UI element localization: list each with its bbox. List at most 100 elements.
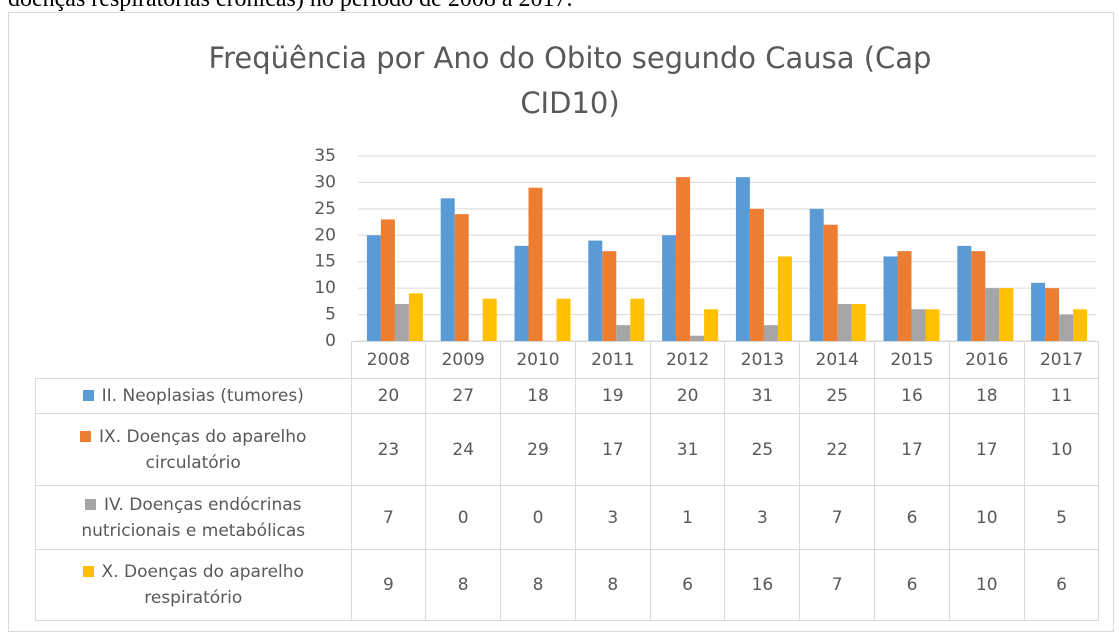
- table-value: 10: [948, 485, 1025, 550]
- bar: [999, 288, 1014, 341]
- table-value: 1: [649, 485, 726, 550]
- bar: [971, 251, 986, 341]
- table-value: 3: [724, 485, 801, 550]
- table-value: 7: [799, 485, 876, 550]
- bar: [380, 219, 395, 341]
- legend-key: [84, 498, 96, 510]
- bar: [528, 187, 543, 341]
- table-value: 9: [350, 549, 427, 621]
- x-tick-label: 2012: [649, 341, 726, 379]
- bar: [408, 293, 423, 341]
- x-tick-label: 2014: [799, 341, 876, 379]
- table-value: 19: [574, 378, 651, 414]
- chart-title: Freqüência por Ano do Obito segundo Caus…: [208, 41, 932, 120]
- table-value: 0: [500, 485, 576, 550]
- bar: [925, 309, 940, 341]
- table-value: 16: [724, 549, 801, 621]
- y-tick-label: 0: [325, 331, 336, 351]
- legend-label: II. Neoplasias (tumores): [101, 386, 304, 406]
- y-tick-label: 25: [314, 199, 336, 219]
- legend-entry: IX. Doenças do aparelho circulatório: [35, 413, 352, 486]
- bar: [704, 309, 719, 341]
- header-row: 2008 2009 2010 2011 2012 2013 2014 2015 2016 2017: [35, 341, 1100, 379]
- x-tick-label: 2009: [425, 341, 502, 379]
- table-value: 7: [350, 485, 427, 550]
- bar: [957, 245, 972, 341]
- legend-label: X. Doenças do aparelho respiratório: [101, 562, 304, 608]
- bar: [588, 240, 603, 341]
- legend-entry: II. Neoplasias (tumores): [35, 378, 352, 414]
- y-tick-label: 30: [314, 172, 336, 192]
- table-value: 10: [1023, 413, 1100, 486]
- legend-entry: X. Doenças do aparelho respiratório: [35, 549, 352, 621]
- bar: [837, 304, 852, 341]
- bar: [366, 235, 381, 341]
- y-tick-label: 20: [314, 225, 336, 245]
- table-value: 5: [1023, 485, 1100, 550]
- legend-key: [82, 390, 94, 401]
- table-value: 27: [425, 378, 502, 414]
- table-value: 29: [500, 413, 576, 486]
- table-value: 6: [874, 549, 950, 621]
- table-value: 6: [1023, 549, 1100, 621]
- bar: [1059, 314, 1074, 341]
- data-row: IV. Doenças endócrinas nutricionais e me…: [35, 485, 1100, 550]
- table-value: 25: [799, 378, 876, 414]
- table-value: 31: [649, 413, 726, 486]
- x-tick-label: 2011: [574, 341, 651, 379]
- bar: [690, 335, 705, 341]
- table-value: 8: [574, 549, 651, 621]
- y-tick-label: 5: [325, 305, 336, 325]
- table-value: 20: [649, 378, 726, 414]
- table-value: 6: [649, 549, 726, 621]
- x-tick-label: 2017: [1023, 341, 1100, 379]
- table-value: 18: [500, 378, 576, 414]
- table-value: 8: [425, 549, 502, 621]
- bar: [454, 214, 469, 341]
- bar: [616, 325, 631, 341]
- bar: [777, 256, 792, 341]
- legend-key: [80, 430, 92, 442]
- bar: [482, 298, 497, 341]
- table-value: 18: [948, 378, 1025, 414]
- caption: doenças respiratórias crônicas) no perío…: [8, 0, 572, 13]
- table-value: 25: [724, 413, 801, 486]
- legend-key: [82, 566, 94, 577]
- table-value: 0: [425, 485, 502, 550]
- x-tick-label: 2016: [948, 341, 1025, 379]
- data-row: IX. Doenças do aparelho circulatório 23 24…: [35, 413, 1100, 486]
- bar: [809, 208, 824, 341]
- bar: [556, 298, 571, 341]
- x-tick-label: 2010: [500, 341, 576, 379]
- bar: [985, 288, 1000, 341]
- bar: [763, 325, 778, 341]
- x-tick-label: 2008: [350, 341, 427, 379]
- bar: [1073, 309, 1088, 341]
- bar: [394, 304, 409, 341]
- bar: [440, 198, 455, 341]
- legend-entry: IV. Doenças endócrinas nutricionais e me…: [35, 485, 352, 550]
- bar: [514, 245, 529, 341]
- bar: [662, 235, 677, 341]
- table-value: 17: [574, 413, 651, 486]
- bar: [602, 251, 617, 341]
- bar: [735, 177, 750, 341]
- legend-label: IV. Doenças endócrinas nutricionais e me…: [81, 494, 306, 541]
- bar: [911, 309, 926, 341]
- data-row: X. Doenças do aparelho respiratório 9 8 8 8 6…: [35, 549, 1100, 621]
- data-row: II. Neoplasias (tumores) 20 27 18 19 20 31 25 16…: [35, 378, 1100, 414]
- table-value: 31: [724, 378, 801, 414]
- legend-label: IX. Doenças do aparelho circulatório: [99, 426, 307, 473]
- table-value: 8: [500, 549, 576, 621]
- bar: [630, 298, 645, 341]
- data-table: 2008 2009 2010 2011 2012 2013 2014 2015 2016 2017…: [35, 341, 1100, 621]
- bar: [897, 251, 912, 341]
- table-value: 6: [874, 485, 950, 550]
- bar: [1045, 288, 1060, 341]
- x-tick-label: 2013: [724, 341, 801, 379]
- table-value: 17: [948, 413, 1025, 486]
- table-value: 7: [799, 549, 876, 621]
- x-tick-label: 2015: [874, 341, 950, 379]
